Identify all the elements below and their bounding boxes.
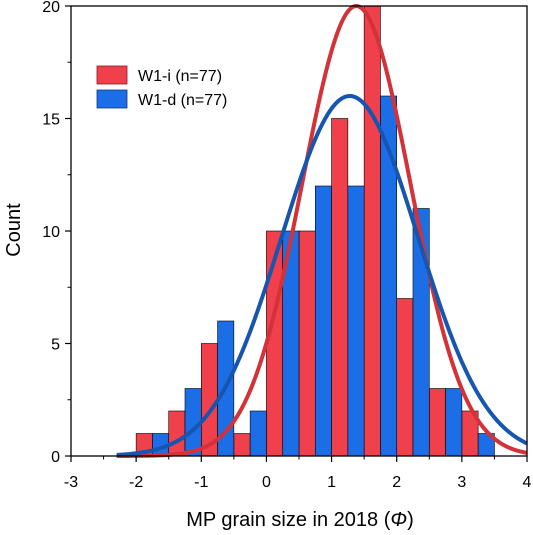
y-tick-label: 5 <box>51 337 60 354</box>
x-axis-label: MP grain size in 2018 (Φ) <box>186 509 414 531</box>
y-tick-label: 20 <box>42 0 60 16</box>
bar-w1-i-3 <box>233 433 251 457</box>
bar-w1-d-9 <box>445 388 463 457</box>
y-tick-label: 15 <box>42 112 60 129</box>
fit-curves-layer <box>116 4 528 458</box>
x-tick-label: 2 <box>392 474 401 491</box>
x-tick-label: 1 <box>327 474 336 491</box>
bar-w1-d-6 <box>347 185 365 457</box>
x-tick-label: -3 <box>64 474 78 491</box>
x-tick-label: 3 <box>457 474 466 491</box>
legend-label-w1-i: W1-i (n=77) <box>138 68 222 85</box>
y-axis-label: Count <box>3 203 25 257</box>
x-axis-label-suffix: ) <box>407 509 414 531</box>
legend-swatch-w1-d <box>96 89 128 109</box>
legend-swatch-w1-i <box>96 65 128 85</box>
y-tick-label: 10 <box>42 224 60 241</box>
bar-w1-i-8 <box>396 298 414 457</box>
axis-ticks: -3 -2 -1 0 1 2 3 4 0 5 10 15 20 <box>42 0 531 491</box>
bar-w1-i-5 <box>298 230 316 457</box>
x-tick-label: -2 <box>129 474 143 491</box>
x-tick-label: -1 <box>194 474 208 491</box>
bar-w1-i-6 <box>331 118 349 457</box>
fit-curve-w1-i <box>116 4 528 458</box>
fit-curve-w1-d <box>116 94 528 457</box>
bar-w1-d-5 <box>314 185 332 457</box>
x-axis-label-symbol: Φ <box>390 509 407 531</box>
bar-w1-i-7 <box>363 5 381 457</box>
bar-w1-d-3 <box>249 410 267 457</box>
x-axis-label-text: MP grain size in 2018 ( <box>186 509 391 531</box>
bar-w1-i-1 <box>168 410 186 457</box>
x-tick-label: 4 <box>523 474 532 491</box>
y-tick-label: 0 <box>51 449 60 466</box>
legend: W1-i (n=77) W1-d (n=77) <box>96 65 227 109</box>
x-tick-label: 0 <box>262 474 271 491</box>
legend-label-w1-d: W1-d (n=77) <box>138 92 227 109</box>
bar-w1-i-9 <box>428 388 446 457</box>
